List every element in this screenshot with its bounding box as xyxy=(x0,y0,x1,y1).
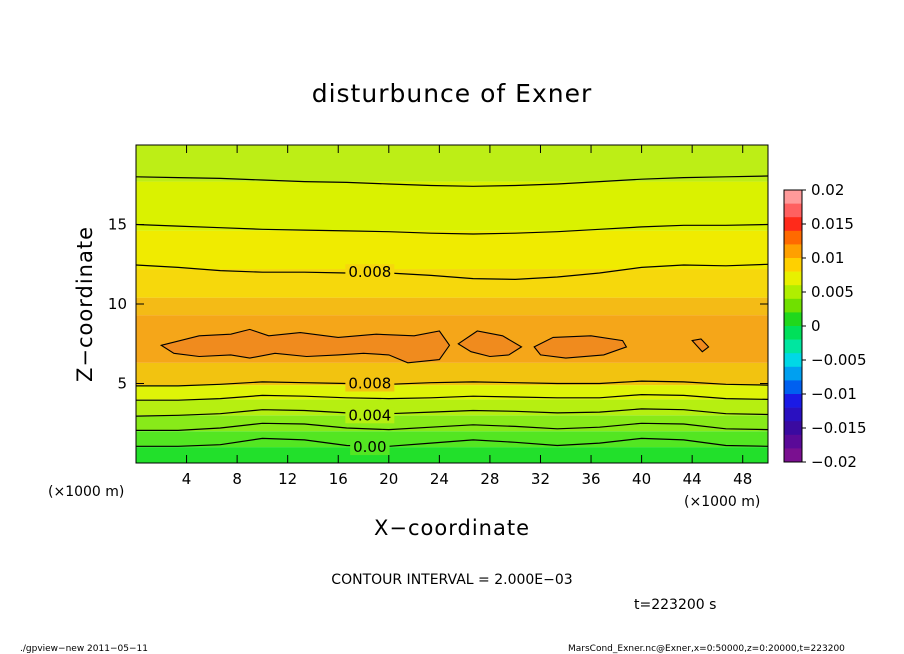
colorbar-swatch-5 xyxy=(784,258,802,272)
contour-label-gap-1 xyxy=(345,375,395,392)
x-tick-label-4: 20 xyxy=(379,470,398,488)
colorbar-swatch-18 xyxy=(784,434,802,449)
contour-line-6 xyxy=(136,223,768,235)
time-text: t=223200 s xyxy=(634,597,716,613)
colorbar-swatch-9 xyxy=(784,312,802,327)
contour-label-1: 0.008 xyxy=(348,375,391,393)
colorbar-label-6: −0.01 xyxy=(811,385,857,403)
band-10 xyxy=(136,181,768,231)
core-fill-1 xyxy=(458,331,522,357)
max-core-regions xyxy=(161,329,709,363)
x-unit-left: (×1000 m) xyxy=(48,484,124,500)
y-axis-label: Z−coordinate xyxy=(73,226,97,382)
chart-title: disturbunce of Exner xyxy=(312,79,593,108)
core-fill-0 xyxy=(161,329,450,363)
x-axis-label: X−coordinate xyxy=(374,516,530,540)
colorbar-swatch-13 xyxy=(784,366,802,381)
colorbar-swatch-0 xyxy=(784,190,802,204)
colorbar-label-2: 0.01 xyxy=(811,249,844,267)
contour-line-7 xyxy=(136,175,768,187)
contour-label-0: 0.008 xyxy=(348,263,391,281)
colorbar: 0.02 0.015 0.01 0.005 0 −0.005 −0.01 −0.015 −0.0… xyxy=(783,181,867,471)
y-tick-label-0: 5 xyxy=(117,375,127,393)
x-tick-label-5: 24 xyxy=(430,470,449,488)
x-tick-label-10: 44 xyxy=(683,470,702,488)
y-axis-ticks: 5 10 15 xyxy=(108,216,768,393)
x-tick-label-1: 8 xyxy=(232,470,242,488)
x-unit-right: (×1000 m) xyxy=(684,494,760,510)
y-tick-label-1: 10 xyxy=(108,295,127,313)
x-tick-label-8: 36 xyxy=(581,470,600,488)
footer-right: MarsCond_Exner.nc@Exner,x=0:50000,z=0:20… xyxy=(568,644,845,654)
x-tick-label-3: 16 xyxy=(329,470,348,488)
colorbar-swatch-2 xyxy=(784,217,802,232)
colorbar-swatch-6 xyxy=(784,271,802,286)
contour-line-0 xyxy=(136,437,768,447)
contour-lines xyxy=(136,175,768,447)
colorbar-label-1: 0.015 xyxy=(811,215,854,233)
colorbar-label-0: 0.02 xyxy=(811,181,844,199)
colorbar-swatch-7 xyxy=(784,285,802,300)
contour-label-2: 0.004 xyxy=(348,406,391,424)
band-5 xyxy=(136,362,768,386)
colorbar-swatch-16 xyxy=(784,407,802,422)
core-fill-3 xyxy=(692,339,709,352)
contour-line-1 xyxy=(136,422,768,431)
colorbar-swatch-4 xyxy=(784,244,802,259)
contour-line-2 xyxy=(136,408,768,417)
band-1 xyxy=(136,431,768,448)
colorbar-swatch-10 xyxy=(784,326,802,340)
contour-line-4 xyxy=(136,380,768,387)
contour-interval-text: CONTOUR INTERVAL = 2.000E−03 xyxy=(331,572,572,588)
colorbar-label-4: 0 xyxy=(811,317,821,335)
band-0 xyxy=(136,447,768,463)
band-8 xyxy=(136,269,768,298)
band-7 xyxy=(136,297,768,316)
footer-left: ./gpview−new 2011−05−11 xyxy=(20,644,148,654)
colorbar-label-8: −0.02 xyxy=(811,453,857,471)
contour-label-gap-2 xyxy=(345,407,395,424)
contour-labels: 0.008 0.008 0.004 0.00 xyxy=(345,263,395,456)
plot-area: 0.008 0.008 0.004 0.00 xyxy=(136,145,768,463)
colorbar-swatch-17 xyxy=(784,421,802,436)
colorbar-label-3: 0.005 xyxy=(811,283,854,301)
band-9 xyxy=(136,230,768,270)
colorbar-swatch-1 xyxy=(784,203,802,218)
colorbar-swatch-11 xyxy=(784,339,802,354)
x-tick-label-2: 12 xyxy=(278,470,297,488)
core-fill-2 xyxy=(534,335,627,359)
colorbar-swatch-19 xyxy=(784,448,802,463)
colorbar-swatch-8 xyxy=(784,298,802,313)
y-tick-label-2: 15 xyxy=(108,216,127,234)
filled-bands xyxy=(136,145,768,463)
colorbar-swatch-12 xyxy=(784,353,802,368)
colorbar-label-5: −0.005 xyxy=(811,351,867,369)
band-2 xyxy=(136,415,768,432)
closed-contour-3 xyxy=(691,338,710,353)
x-tick-label-11: 48 xyxy=(733,470,752,488)
colorbar-swatch-3 xyxy=(784,230,802,245)
contour-line-5 xyxy=(136,263,768,281)
contour-label-gap-3 xyxy=(350,439,390,456)
x-tick-label-9: 40 xyxy=(632,470,651,488)
contour-line-3 xyxy=(136,393,768,401)
closed-contour-2 xyxy=(533,335,628,359)
contour-label-3: 0.00 xyxy=(353,438,386,456)
x-tick-label-7: 32 xyxy=(531,470,550,488)
closed-contour-0 xyxy=(159,328,451,364)
colorbar-swatch-14 xyxy=(784,380,802,395)
colorbar-swatch-15 xyxy=(784,394,802,408)
x-axis-ticks: 4 8 12 16 20 24 28 32 36 40 44 48 xyxy=(182,145,752,488)
contour-label-gap-0 xyxy=(345,264,395,281)
x-tick-label-6: 28 xyxy=(480,470,499,488)
closed-contour-1 xyxy=(457,330,523,358)
colorbar-label-7: −0.015 xyxy=(811,419,867,437)
band-11 xyxy=(136,145,768,182)
x-tick-label-0: 4 xyxy=(182,470,192,488)
